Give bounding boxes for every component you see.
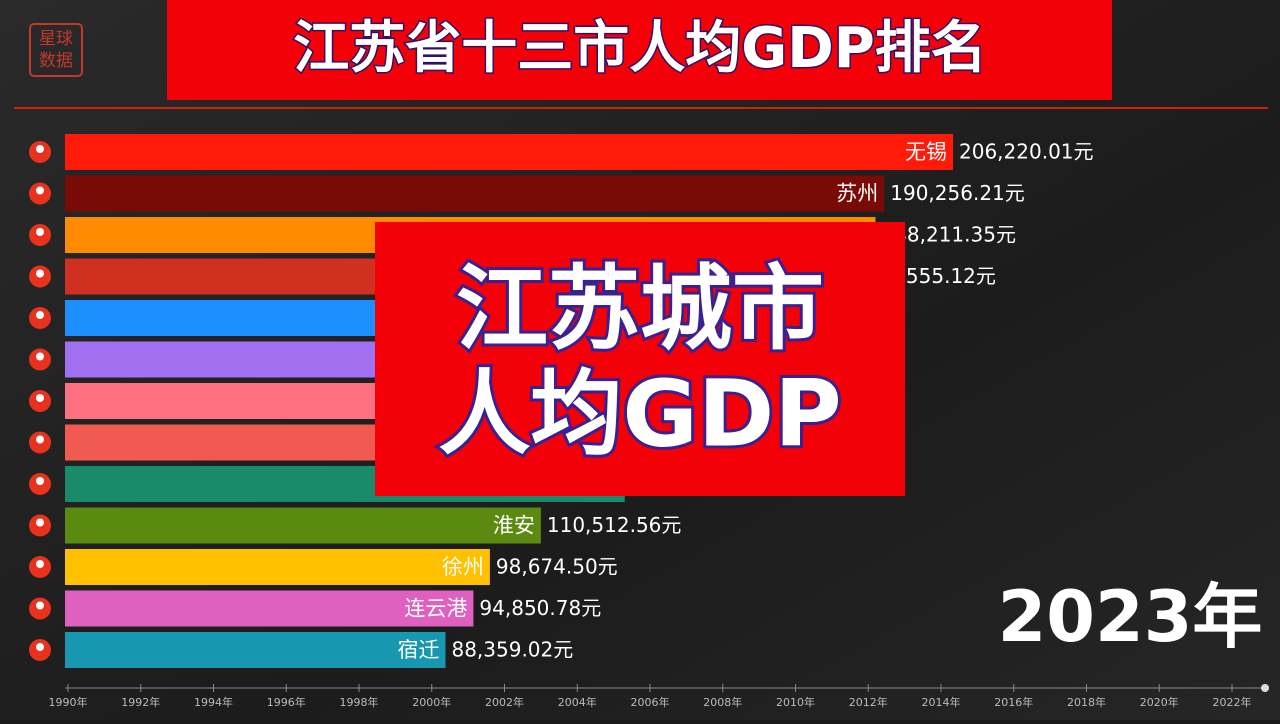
rank-icon-dot: [36, 518, 44, 527]
bar-name: 连云港: [404, 597, 467, 621]
bar-name: 淮安: [493, 514, 535, 538]
bar: [65, 507, 541, 544]
bar-name: 徐州: [442, 555, 484, 579]
timeline-label: 2002年: [485, 695, 524, 709]
period-label: 2023年: [998, 576, 1263, 658]
timeline-label: 2004年: [558, 695, 597, 709]
rank-icon-dot: [36, 601, 44, 610]
chart-title: 江苏省十三市人均GDP排名: [293, 16, 987, 81]
rank-icon-dot: [36, 560, 44, 568]
value-label: 110,512.56元: [547, 513, 682, 537]
overlay-box: [375, 222, 905, 496]
value-label: 94,850.78元: [479, 596, 601, 620]
bar: [65, 549, 490, 585]
rank-icon-dot: [36, 228, 44, 236]
rank-icon-dot: [36, 269, 44, 278]
timeline-label: 1998年: [340, 695, 379, 709]
title-box: [167, 0, 1112, 100]
timeline-label: 1996年: [267, 695, 306, 709]
rank-icon-dot: [36, 643, 44, 651]
timeline-label: 2014年: [922, 695, 961, 709]
timeline-label: 1992年: [121, 695, 160, 709]
logo-frame: [29, 23, 83, 77]
rank-icon-dot: [36, 352, 44, 361]
bar-name: 宿迁: [397, 638, 439, 662]
timeline-marker: [1261, 684, 1269, 692]
timeline-label: 2000年: [412, 695, 451, 709]
logo-text: 星球: [39, 29, 73, 49]
rank-icon-dot: [36, 186, 44, 195]
value-label: 190,256.21元: [890, 181, 1025, 205]
rank-icon-dot: [36, 311, 44, 319]
rank-icon-dot: [36, 394, 44, 402]
rank-icon-dot: [36, 145, 44, 153]
overlay-text: 江苏城市: [456, 255, 824, 362]
bar-name: 苏州: [836, 182, 878, 206]
bar: [65, 632, 446, 668]
rank-icon-dot: [36, 477, 44, 485]
bar-name: 无锡: [905, 140, 947, 164]
value-label: 98,674.50元: [496, 555, 618, 579]
overlay-text: 人均GDP: [438, 360, 841, 467]
rank-icon-dot: [36, 435, 44, 444]
value-label: 88,359.02元: [451, 638, 573, 662]
logo: 星球 数据: [29, 23, 83, 77]
bar: [65, 175, 885, 212]
timeline-label: 2008年: [703, 695, 742, 709]
bar: [65, 590, 474, 627]
timeline-label: 2010年: [776, 695, 815, 709]
timeline-label: 2022年: [1213, 695, 1252, 709]
logo-text: 数据: [39, 51, 73, 71]
timeline-label: 2016年: [994, 695, 1033, 709]
overlay: 江苏城市 人均GDP: [375, 222, 905, 496]
value-label: 206,220.01元: [959, 140, 1094, 164]
timeline-label: 2012年: [849, 695, 888, 709]
timeline-label: 1990年: [49, 695, 88, 709]
timeline-label: 2020年: [1140, 695, 1179, 709]
bar: [65, 134, 953, 170]
timeline-label: 2018年: [1067, 695, 1106, 709]
timeline-label: 2006年: [631, 695, 670, 709]
timeline: 1990年 1992年 1994年 1996年 1998年 2000年 2002年 2004年…: [49, 684, 1269, 709]
timeline-label: 1994年: [194, 695, 233, 709]
